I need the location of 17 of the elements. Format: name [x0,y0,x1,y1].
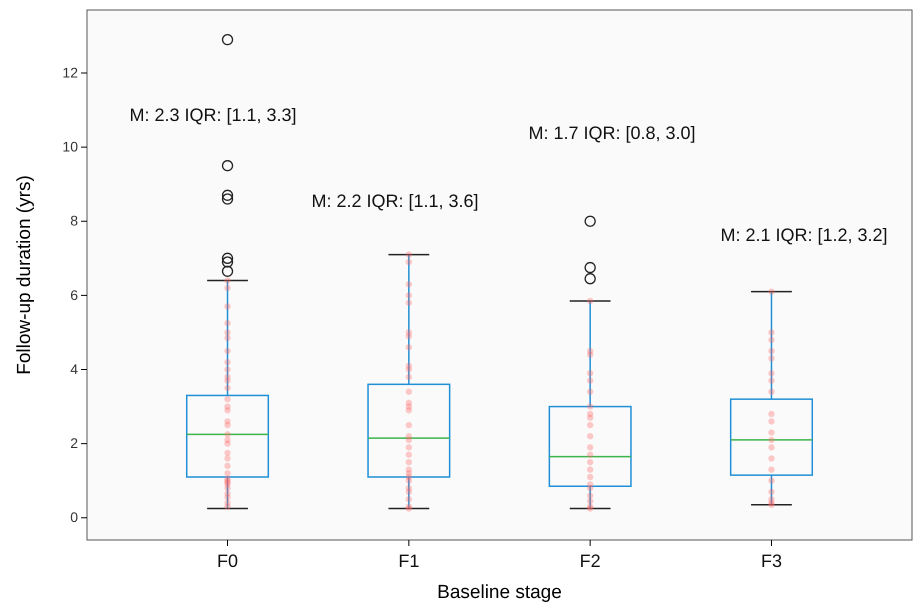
annotation: M: 1.7 IQR: [0.8, 3.0] [528,123,696,143]
x-axis-title: Baseline stage [437,582,562,603]
y-axis-title: Follow-up duration (yrs) [14,175,35,375]
annotation: M: 2.1 IQR: [1.2, 3.2] [720,225,888,245]
y-tick-label: 10 [62,138,78,155]
y-tick-label: 6 [70,286,78,303]
annotation: M: 2.2 IQR: [1.1, 3.6] [311,191,479,211]
y-tick-label: 4 [70,360,78,377]
x-tick-label: F1 [398,551,420,571]
annotation: M: 2.3 IQR: [1.1, 3.3] [129,105,297,125]
x-tick-label: F3 [760,551,782,571]
x-tick-label: F2 [580,551,601,571]
y-tick-label: 8 [70,212,78,229]
y-tick-label: 12 [62,64,78,80]
y-tick-label: 2 [70,435,78,452]
y-tick-label: 0 [70,509,78,526]
x-tick-label: F0 [217,551,238,571]
